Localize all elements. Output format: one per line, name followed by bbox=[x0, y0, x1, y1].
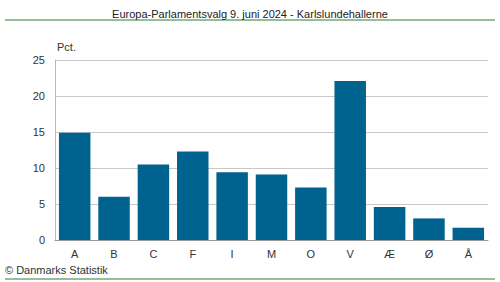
svg-text:O: O bbox=[307, 248, 316, 260]
svg-text:C: C bbox=[149, 248, 157, 260]
svg-text:25: 25 bbox=[33, 54, 45, 66]
svg-text:Æ: Æ bbox=[384, 248, 395, 260]
svg-text:© Danmarks Statistik: © Danmarks Statistik bbox=[5, 264, 108, 276]
svg-text:Europa-Parlamentsvalg 9. juni: Europa-Parlamentsvalg 9. juni 2024 - Kar… bbox=[112, 8, 388, 20]
svg-text:Ø: Ø bbox=[425, 248, 434, 260]
svg-text:0: 0 bbox=[39, 234, 45, 246]
svg-text:V: V bbox=[347, 248, 355, 260]
svg-text:B: B bbox=[110, 248, 117, 260]
svg-text:15: 15 bbox=[33, 126, 45, 138]
svg-text:20: 20 bbox=[33, 90, 45, 102]
svg-text:10: 10 bbox=[33, 162, 45, 174]
svg-text:F: F bbox=[189, 248, 196, 260]
svg-text:Pct.: Pct. bbox=[57, 41, 76, 53]
svg-text:Å: Å bbox=[465, 248, 473, 260]
svg-text:I: I bbox=[231, 248, 234, 260]
svg-text:5: 5 bbox=[39, 198, 45, 210]
svg-text:A: A bbox=[71, 248, 79, 260]
svg-text:M: M bbox=[267, 248, 276, 260]
